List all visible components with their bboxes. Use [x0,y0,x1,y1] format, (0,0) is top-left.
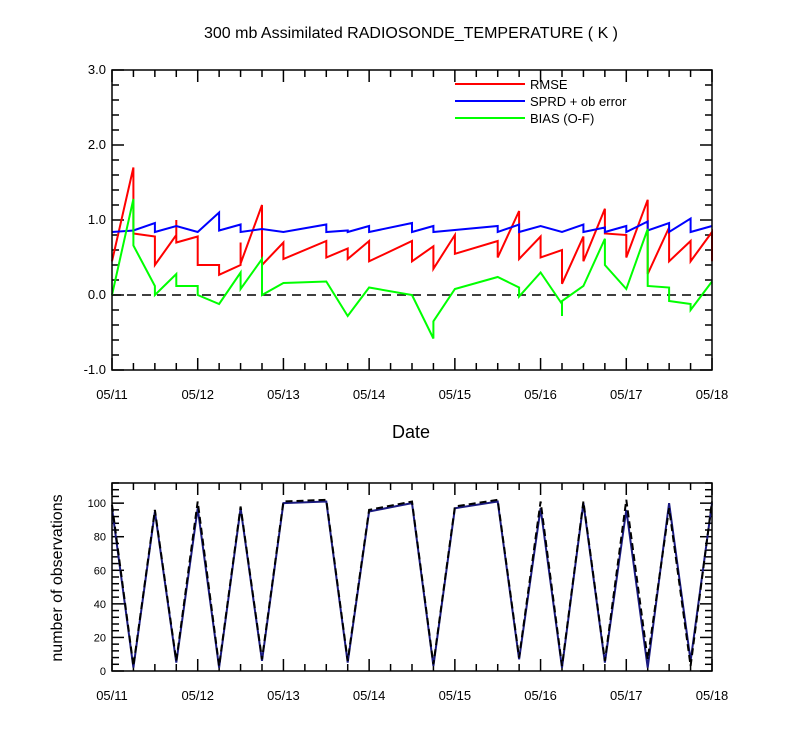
y-tick-label: 100 [88,498,106,510]
x-tick-label: 05/16 [524,688,557,703]
x-tick-label: 05/18 [696,387,729,402]
legend-label-bias: BIAS (O-F) [530,111,594,126]
x-tick-label: 05/14 [353,688,386,703]
x-tick-label: 05/16 [524,387,557,402]
bottom-chart: 05/11 05/12 05/13 05/14 05/15 05/16 05/17 05/18… [49,482,729,703]
legend: RMSE SPRD + ob error BIAS (O-F) [455,77,627,126]
x-tick-label: 05/12 [181,387,214,402]
series-line-sprd-ob-error [111,210,713,234]
x-tick-label: 05/17 [610,688,643,703]
y-tick-label: 80 [94,532,106,544]
x-tick-label: 05/12 [181,688,214,703]
top-chart: 300 mb Assimilated RADIOSONDE_TEMPERATUR… [84,25,729,442]
y-tick-label: 2.0 [88,137,106,152]
y-tick-label: 60 [94,565,106,577]
y-tick-label: 0 [100,666,106,678]
y-tick-label: 0.0 [88,287,106,302]
top-plot-frame [111,69,713,371]
x-tick-label: 05/15 [439,688,472,703]
legend-label-rmse: RMSE [530,77,568,92]
series-line-possible [111,498,713,667]
chart-title: 300 mb Assimilated RADIOSONDE_TEMPERATUR… [204,25,618,42]
y-tick-label: -1.0 [84,362,106,377]
x-tick-label: 05/13 [267,688,300,703]
x-tick-label: 05/18 [696,688,729,703]
x-axis-label: Date [392,422,430,442]
series-line-rmse [111,167,713,285]
y-tick-label: 20 [94,632,106,644]
y-tick-label: 3.0 [88,62,106,77]
series-line-bias-o-f [111,198,713,339]
x-tick-label: 05/17 [610,387,643,402]
y-tick-label: 40 [94,599,106,611]
x-tick-label: 05/11 [96,387,128,402]
y-tick-label: 1.0 [88,212,106,227]
y-axis-label: number of observations [49,494,66,661]
bottom-plot-frame [111,482,713,672]
x-tick-label: 05/14 [353,387,386,402]
x-tick-label: 05/13 [267,387,300,402]
x-tick-label: 05/11 [96,688,128,703]
legend-label-sprd: SPRD + ob error [530,94,627,109]
x-tick-label: 05/15 [439,387,472,402]
